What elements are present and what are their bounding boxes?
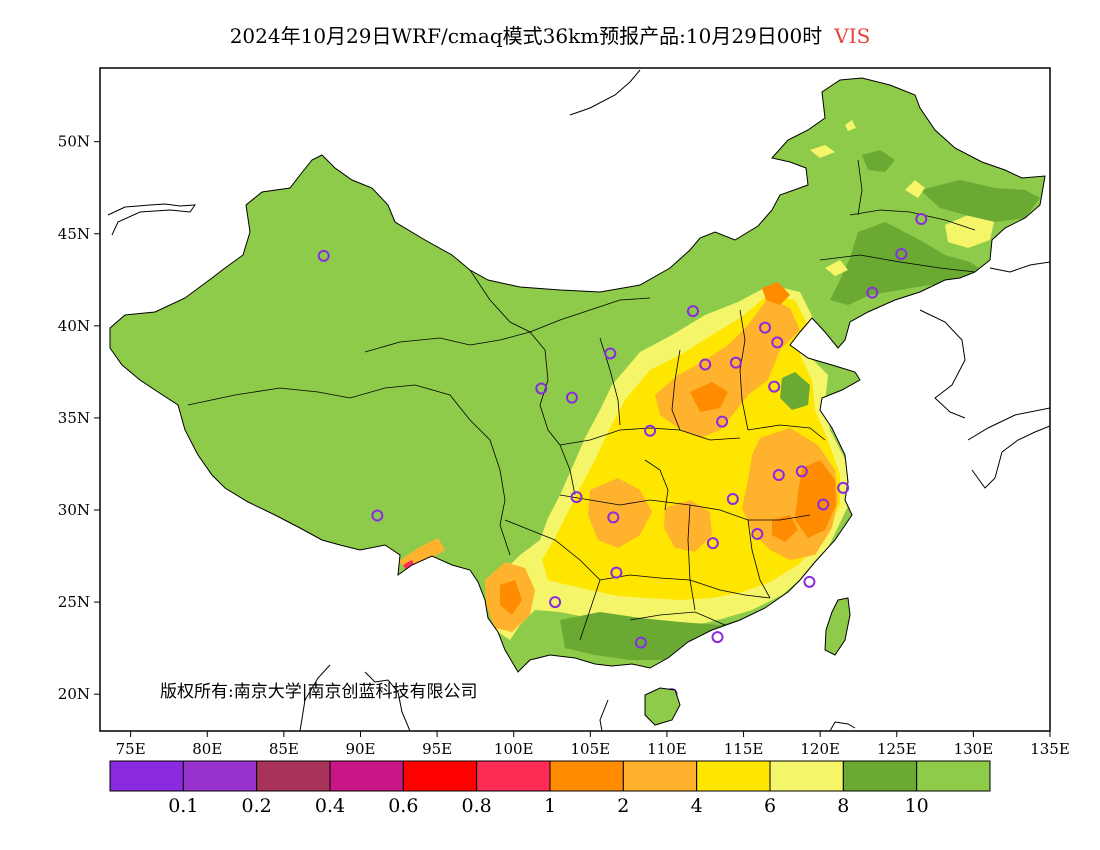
station-marker — [686, 305, 699, 318]
station-marker — [795, 465, 808, 478]
station-marker — [644, 424, 657, 437]
colorbar-swatch — [622, 760, 698, 792]
visibility-field — [398, 120, 1040, 660]
lon-tick-label: 135E — [1030, 740, 1070, 758]
lat-tick-label: 20N — [58, 685, 90, 703]
station-marker — [895, 248, 908, 261]
station-marker — [610, 566, 623, 579]
colorbar-swatch — [182, 760, 258, 792]
colorbar-swatch — [109, 760, 184, 792]
lon-tick-label: 75E — [116, 740, 146, 758]
colorbar-label: 1 — [544, 795, 556, 817]
axis-ticks: 75E 80E 85E 90E 95E 100E 105E 110E 115E 120E 125E 1… — [58, 133, 1070, 758]
lat-tick-label: 45N — [58, 225, 90, 243]
colorbar-label: 8 — [837, 795, 849, 817]
colorbar-swatch — [696, 760, 771, 792]
station-marker — [803, 575, 816, 588]
lat-tick-label: 50N — [58, 133, 90, 151]
station-marker — [817, 498, 830, 511]
station-marker — [772, 469, 785, 482]
colorbar-label: 4 — [691, 795, 703, 817]
colorbar-label: 2 — [617, 795, 629, 817]
lat-tick-label: 30N — [58, 501, 90, 519]
station-marker — [866, 286, 879, 299]
colorbar-swatch — [329, 760, 404, 792]
lon-tick-label: 85E — [269, 740, 299, 758]
station-marker — [317, 249, 330, 262]
station-marker — [759, 321, 771, 334]
station-marker — [634, 636, 647, 649]
colorbar-label: 0.4 — [315, 795, 345, 817]
title-main: 2024年10月29日WRF/cmaq模式36km预报产品:10月29日00时 — [229, 24, 823, 48]
station-marker — [837, 481, 850, 494]
station-marker — [565, 391, 578, 404]
station-marker — [607, 511, 620, 524]
colorbar-label: 0.8 — [462, 795, 492, 817]
neighbour-coastlines — [107, 69, 1050, 731]
lat-tick-label: 25N — [58, 593, 90, 611]
province-boundaries — [187, 159, 976, 641]
station-marker — [706, 537, 719, 550]
station-marker — [549, 596, 562, 609]
station-marker — [729, 356, 742, 369]
colorbar-label: 10 — [905, 795, 929, 817]
colorbar-swatch — [476, 760, 551, 792]
lon-tick-label: 105E — [571, 740, 611, 758]
station-marker — [751, 527, 764, 540]
lon-tick-label: 95E — [422, 740, 452, 758]
colorbar-swatch — [916, 760, 991, 792]
station-marker — [604, 347, 617, 360]
taiwan-island — [824, 597, 851, 656]
colorbar-swatch — [842, 760, 918, 792]
title-variable: VIS — [834, 24, 871, 48]
lon-tick-label: 120E — [800, 740, 840, 758]
station-marker — [535, 382, 548, 395]
station-marker — [371, 509, 384, 522]
station-marker — [768, 380, 781, 393]
colorbar-label: 0.2 — [242, 795, 272, 817]
lon-tick-label: 80E — [192, 740, 222, 758]
station-marker — [711, 631, 724, 644]
colorbar-label: 6 — [764, 795, 776, 817]
lon-tick-label: 130E — [954, 740, 994, 758]
station-markers — [317, 213, 928, 701]
colorbar-swatch — [769, 760, 844, 792]
colorbar-swatch — [256, 760, 331, 792]
lon-tick-label: 90E — [345, 740, 375, 758]
lon-tick-label: 110E — [647, 740, 687, 758]
hainan-island — [644, 687, 681, 726]
lon-tick-label: 115E — [724, 740, 764, 758]
colorbar-label: 0.6 — [388, 795, 418, 817]
plot-frame — [99, 67, 1051, 732]
colorbar: 0.1 0.2 0.4 0.6 0.8 1 2 4 6 8 10 — [109, 760, 991, 817]
map-content — [107, 69, 1050, 731]
map-title: 2024年10月29日WRF/cmaq模式36km预报产品:10月29日00时 V… — [0, 20, 1100, 49]
copyright-text: 版权所有:南京大学|南京创蓝科技有限公司 — [160, 682, 477, 702]
station-marker — [771, 336, 784, 349]
station-marker — [570, 491, 583, 504]
colorbar-swatch — [402, 760, 478, 792]
lon-tick-label: 125E — [877, 740, 917, 758]
lon-tick-label: 100E — [494, 740, 534, 758]
colorbar-swatch — [549, 760, 624, 792]
lat-tick-label: 35N — [58, 409, 90, 427]
lat-tick-label: 40N — [58, 317, 90, 335]
colorbar-label: 0.1 — [168, 795, 198, 817]
station-marker — [726, 492, 739, 505]
station-marker — [716, 415, 729, 428]
station-marker — [699, 358, 712, 371]
station-marker — [915, 213, 928, 226]
